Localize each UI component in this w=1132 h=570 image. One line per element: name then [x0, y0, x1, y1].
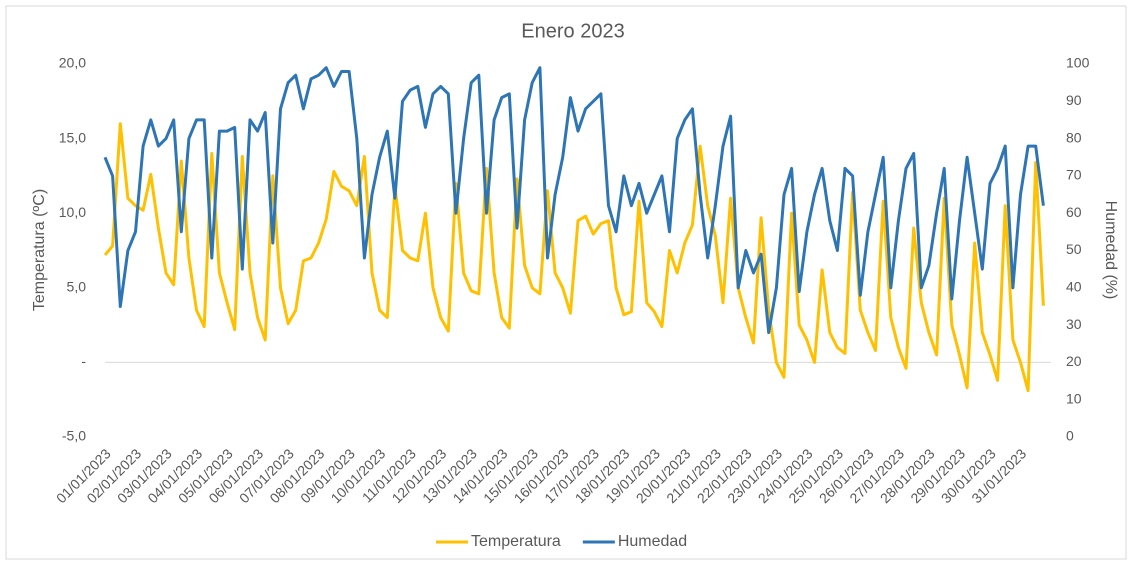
y-tick-label: - [81, 353, 86, 369]
y2-tick-label: 10 [1066, 390, 1082, 406]
y-axis-label: Temperatura (ºC) [31, 189, 48, 311]
y2-tick-label: 60 [1066, 204, 1082, 220]
y2-tick-label: 40 [1066, 279, 1082, 295]
y2-axis-label: Humedad (%) [1102, 201, 1119, 300]
y2-tick-label: 20 [1066, 353, 1082, 369]
y2-tick-label: 70 [1066, 167, 1082, 183]
y2-tick-label: 30 [1066, 316, 1082, 332]
series-line [103, 122, 1045, 393]
series-line [103, 66, 1045, 335]
y-tick-label: 5,0 [67, 279, 87, 295]
y-tick-label: 15,0 [59, 129, 86, 145]
y2-tick-label: 100 [1066, 55, 1090, 71]
y2-tick-label: 0 [1066, 428, 1074, 444]
y2-tick-label: 90 [1066, 92, 1082, 108]
y2-tick-label: 80 [1066, 129, 1082, 145]
legend-label: Temperatura [471, 533, 561, 550]
legend-label: Humedad [618, 533, 687, 550]
chart-title: Enero 2023 [521, 20, 624, 42]
y2-tick-label: 50 [1066, 241, 1082, 257]
y-tick-label: 10,0 [59, 204, 86, 220]
y-tick-label: 20,0 [59, 55, 86, 71]
y-tick-label: -5,0 [62, 428, 86, 444]
